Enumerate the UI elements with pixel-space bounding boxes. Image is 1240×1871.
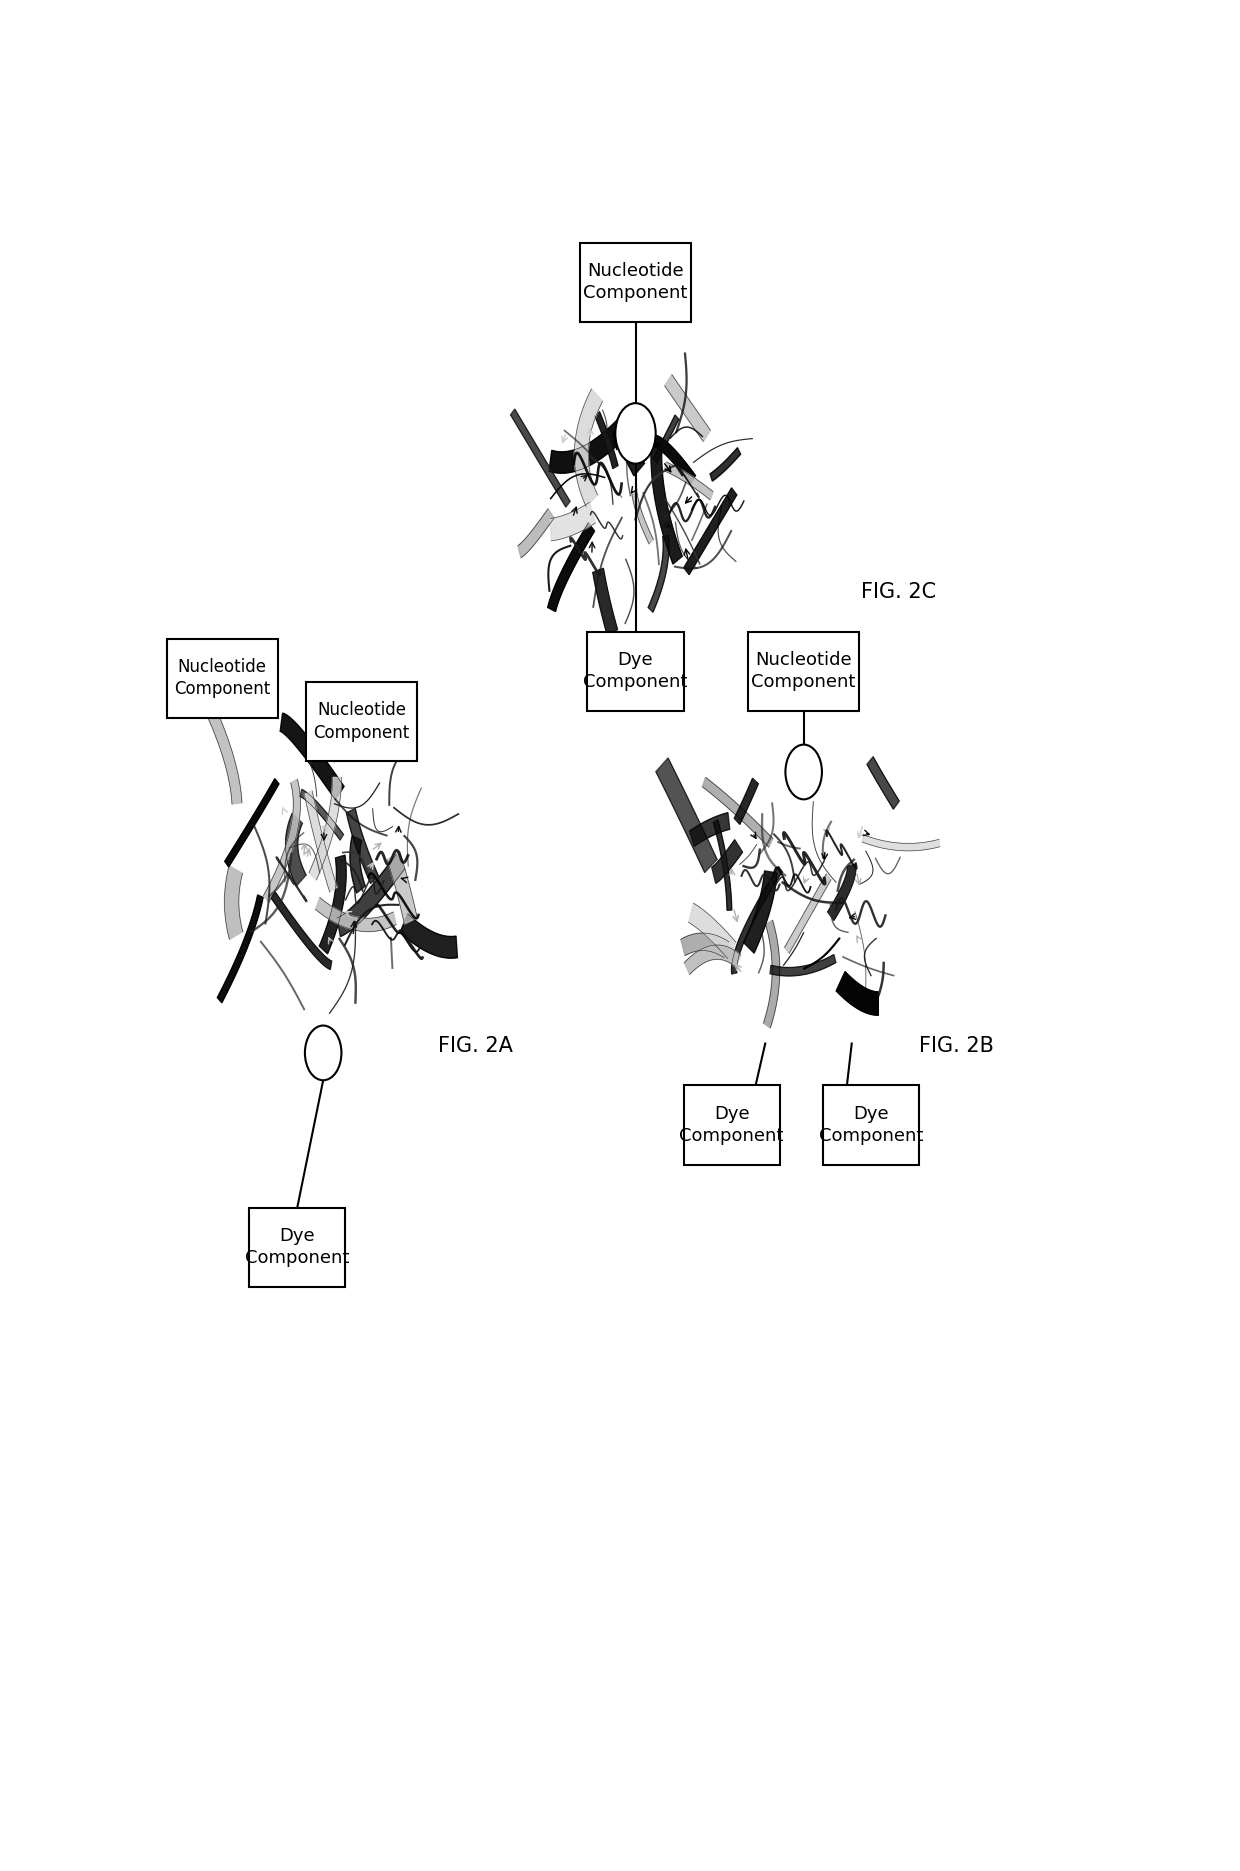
Polygon shape	[681, 934, 729, 958]
Polygon shape	[836, 971, 878, 1016]
Polygon shape	[272, 892, 331, 969]
Polygon shape	[305, 791, 337, 892]
Polygon shape	[744, 870, 777, 952]
Polygon shape	[337, 855, 404, 937]
Polygon shape	[551, 501, 595, 541]
Polygon shape	[632, 492, 653, 544]
Polygon shape	[224, 778, 279, 866]
Polygon shape	[595, 412, 618, 468]
Polygon shape	[285, 814, 306, 887]
Text: Dye
Component: Dye Component	[246, 1227, 350, 1267]
Polygon shape	[649, 535, 668, 612]
Polygon shape	[689, 812, 730, 846]
Polygon shape	[574, 389, 603, 507]
Polygon shape	[867, 756, 899, 808]
Bar	[823, 1085, 919, 1164]
Text: Nucleotide
Component: Nucleotide Component	[314, 702, 409, 741]
Polygon shape	[548, 522, 594, 612]
Circle shape	[785, 745, 822, 799]
Polygon shape	[712, 840, 743, 883]
Polygon shape	[702, 776, 773, 848]
Bar	[580, 243, 691, 322]
Polygon shape	[656, 758, 717, 872]
Polygon shape	[770, 954, 836, 977]
Bar	[249, 1209, 345, 1287]
Polygon shape	[764, 921, 780, 1027]
Polygon shape	[350, 836, 366, 892]
Text: Dye
Component: Dye Component	[583, 651, 688, 690]
Polygon shape	[653, 415, 678, 462]
Polygon shape	[300, 790, 343, 840]
Polygon shape	[387, 851, 417, 924]
Polygon shape	[401, 913, 458, 958]
Polygon shape	[613, 423, 645, 475]
Bar	[167, 638, 278, 718]
Polygon shape	[320, 855, 346, 954]
Polygon shape	[827, 864, 856, 921]
Polygon shape	[651, 443, 682, 563]
Polygon shape	[684, 488, 737, 574]
Text: FIG. 2B: FIG. 2B	[919, 1037, 994, 1055]
Polygon shape	[203, 698, 242, 805]
Bar	[306, 681, 417, 761]
Polygon shape	[665, 374, 711, 442]
Polygon shape	[684, 945, 740, 975]
Polygon shape	[263, 778, 300, 902]
Circle shape	[305, 1025, 341, 1080]
Text: Dye
Component: Dye Component	[818, 1106, 923, 1145]
Polygon shape	[711, 447, 740, 481]
Polygon shape	[511, 410, 570, 507]
Polygon shape	[217, 894, 263, 1003]
Polygon shape	[518, 509, 554, 558]
Bar	[588, 632, 683, 711]
Polygon shape	[732, 866, 782, 975]
Polygon shape	[346, 808, 378, 883]
Text: Nucleotide
Component: Nucleotide Component	[751, 651, 856, 690]
Polygon shape	[785, 874, 831, 954]
Text: FIG. 2C: FIG. 2C	[862, 582, 936, 602]
Bar	[749, 632, 859, 711]
Polygon shape	[315, 898, 396, 932]
Polygon shape	[862, 834, 940, 851]
Polygon shape	[549, 419, 626, 473]
Polygon shape	[309, 778, 341, 879]
Polygon shape	[280, 713, 343, 799]
Polygon shape	[665, 462, 713, 500]
Bar	[683, 1085, 780, 1164]
Polygon shape	[224, 866, 243, 939]
Text: Dye
Component: Dye Component	[680, 1106, 784, 1145]
Polygon shape	[593, 569, 618, 636]
Text: Nucleotide
Component: Nucleotide Component	[583, 262, 688, 303]
Polygon shape	[652, 434, 696, 485]
Circle shape	[615, 402, 656, 464]
Text: Nucleotide
Component: Nucleotide Component	[174, 659, 270, 698]
Text: FIG. 2A: FIG. 2A	[439, 1037, 513, 1055]
Polygon shape	[688, 904, 735, 958]
Polygon shape	[713, 819, 732, 911]
Polygon shape	[734, 778, 759, 825]
